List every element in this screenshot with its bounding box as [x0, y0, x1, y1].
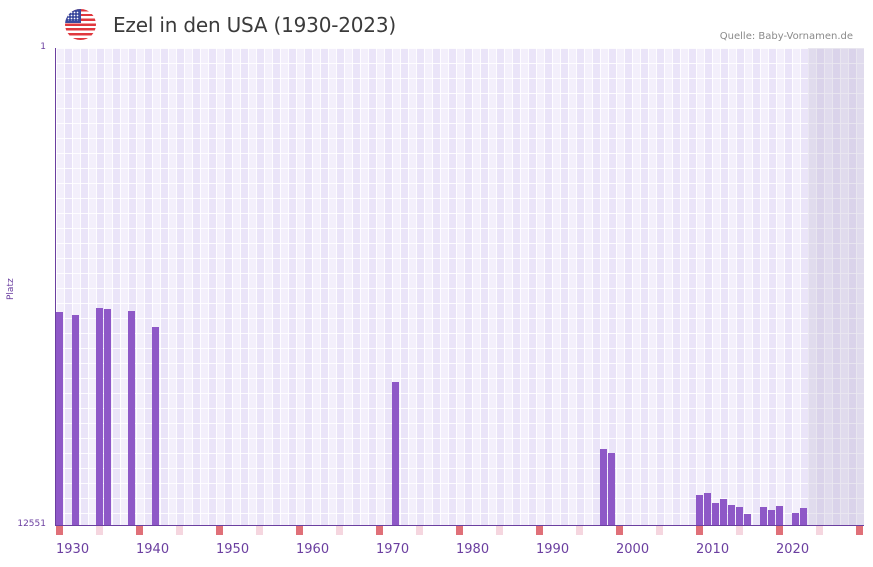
- bar-2013[interactable]: [720, 498, 727, 525]
- bar-1930[interactable]: [56, 311, 63, 525]
- half-decade-marker: [256, 526, 263, 535]
- decade-marker: [56, 526, 63, 535]
- half-decade-marker: [496, 526, 503, 535]
- decade-marker: [616, 526, 623, 535]
- bar-2018[interactable]: [760, 506, 767, 525]
- bar-2014[interactable]: [728, 504, 735, 525]
- bar-1999[interactable]: [608, 452, 615, 525]
- bar-2020[interactable]: [776, 505, 783, 525]
- x-tick-label: 2020: [776, 542, 810, 557]
- decade-marker: [216, 526, 223, 535]
- half-decade-marker: [656, 526, 663, 535]
- decade-marker: [296, 526, 303, 535]
- bar-2019[interactable]: [768, 509, 775, 525]
- decade-marker: [856, 526, 863, 535]
- bar-2023[interactable]: [800, 507, 807, 525]
- bar-1939[interactable]: [128, 310, 135, 525]
- half-decade-marker: [336, 526, 343, 535]
- decade-marker: [696, 526, 703, 535]
- decade-marker: [456, 526, 463, 535]
- half-decade-marker: [816, 526, 823, 535]
- bar-1998[interactable]: [600, 448, 607, 525]
- x-axis-line: [55, 525, 864, 526]
- x-tick-label: 2010: [696, 542, 730, 557]
- x-tick-label: 1940: [136, 542, 170, 557]
- us-flag-icon: [65, 9, 96, 40]
- decade-marker: [136, 526, 143, 535]
- bar-2012[interactable]: [712, 502, 719, 525]
- future-shade: [808, 48, 864, 525]
- bar-2016[interactable]: [744, 513, 751, 525]
- bar-2011[interactable]: [704, 492, 711, 525]
- bar-1942[interactable]: [152, 326, 159, 525]
- bar-1972[interactable]: [392, 381, 399, 525]
- decade-marker: [376, 526, 383, 535]
- x-tick-label: 1950: [216, 542, 250, 557]
- half-decade-marker: [176, 526, 183, 535]
- x-tick-label: 1960: [296, 542, 330, 557]
- x-tick-label: 1990: [536, 542, 570, 557]
- y-axis-title: Platz: [6, 278, 16, 300]
- bar-2022[interactable]: [792, 512, 799, 525]
- x-tick-label: 1980: [456, 542, 490, 557]
- half-decade-marker: [96, 526, 103, 535]
- x-tick-label: 1970: [376, 542, 410, 557]
- y-tick-bottom: 12551: [17, 519, 46, 529]
- bar-2010[interactable]: [696, 494, 703, 525]
- half-decade-marker: [416, 526, 423, 535]
- source-credit: Quelle: Baby-Vornamen.de: [719, 31, 853, 42]
- bar-1936[interactable]: [104, 308, 111, 525]
- decade-marker-row: [56, 526, 864, 535]
- y-tick-top: 1: [40, 42, 46, 52]
- half-decade-marker: [576, 526, 583, 535]
- bar-2015[interactable]: [736, 506, 743, 525]
- half-decade-marker: [736, 526, 743, 535]
- bar-1932[interactable]: [72, 314, 79, 525]
- chart-title: Ezel in den USA (1930-2023): [113, 13, 396, 37]
- plot-area: [56, 48, 864, 525]
- x-tick-label: 2000: [616, 542, 650, 557]
- bar-1935[interactable]: [96, 307, 103, 525]
- decade-marker: [776, 526, 783, 535]
- x-tick-label: 1930: [56, 542, 90, 557]
- y-axis-line: [55, 48, 56, 526]
- decade-marker: [536, 526, 543, 535]
